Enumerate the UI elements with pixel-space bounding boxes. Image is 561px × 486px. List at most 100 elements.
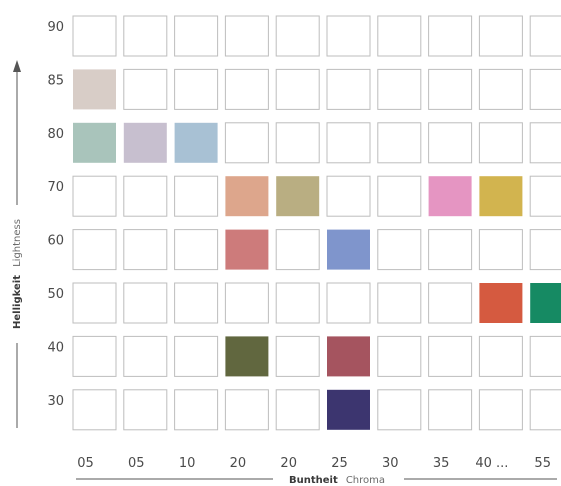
x-axis-title: Buntheit Chroma xyxy=(289,468,385,486)
empty-cell xyxy=(224,68,269,110)
color-swatch xyxy=(123,122,167,163)
color-swatch xyxy=(276,176,320,217)
empty-cell xyxy=(326,122,371,164)
color-swatch xyxy=(327,229,370,270)
empty-cell xyxy=(529,122,561,164)
empty-cell xyxy=(123,68,168,110)
empty-cell xyxy=(529,15,561,57)
x-tick-label: 40 ... xyxy=(475,456,508,471)
x-tick-label: 20 xyxy=(280,456,297,471)
empty-cell xyxy=(377,175,422,217)
y-axis-title-group: Helligkeit Lightness xyxy=(5,60,24,428)
empty-cell xyxy=(529,175,561,217)
empty-cell xyxy=(224,15,269,57)
empty-cell xyxy=(428,335,473,377)
y-tick-label: 85 xyxy=(47,73,64,88)
y-tick-label: 50 xyxy=(47,287,64,302)
y-tick-labels: 90 85 80 70 60 50 40 30 xyxy=(47,20,64,409)
x-axis-title-group: Buntheit Chroma xyxy=(76,468,557,486)
empty-cell xyxy=(275,68,320,110)
empty-cell xyxy=(326,282,371,324)
x-axis-title-de: Buntheit xyxy=(289,475,338,486)
empty-cell xyxy=(377,389,422,431)
empty-cell xyxy=(275,15,320,57)
empty-cell xyxy=(428,229,473,271)
empty-cell xyxy=(174,282,219,324)
empty-cell xyxy=(174,389,219,431)
empty-cell xyxy=(72,282,117,324)
empty-cell xyxy=(174,335,219,377)
x-tick-label: 30 xyxy=(382,456,399,471)
y-axis-title-en: Lightness xyxy=(12,219,23,267)
empty-cell xyxy=(428,122,473,164)
empty-cell xyxy=(478,229,523,271)
empty-cell xyxy=(377,282,422,324)
empty-cell xyxy=(275,389,320,431)
empty-cell xyxy=(72,335,117,377)
empty-cell xyxy=(123,229,168,271)
empty-cell xyxy=(72,389,117,431)
x-tick-label: 05 xyxy=(128,456,145,471)
x-tick-label: 35 xyxy=(433,456,450,471)
y-tick-label: 60 xyxy=(47,234,64,249)
empty-cell xyxy=(224,282,269,324)
color-swatch xyxy=(327,336,370,377)
empty-cell xyxy=(377,68,422,110)
color-swatch xyxy=(225,336,269,377)
y-axis-arrowhead xyxy=(13,60,21,72)
color-swatch xyxy=(530,283,561,323)
empty-cell xyxy=(377,15,422,57)
empty-cell xyxy=(478,122,523,164)
color-swatch xyxy=(225,176,269,217)
x-tick-label: 55 xyxy=(534,456,551,471)
empty-cell xyxy=(478,335,523,377)
x-tick-label: 05 xyxy=(77,456,94,471)
empty-cell xyxy=(478,68,523,110)
empty-cell xyxy=(174,68,219,110)
empty-cell xyxy=(123,282,168,324)
empty-cell xyxy=(72,229,117,271)
empty-cell xyxy=(529,229,561,271)
empty-cell xyxy=(428,282,473,324)
empty-cell xyxy=(224,122,269,164)
empty-cell xyxy=(275,122,320,164)
empty-cell xyxy=(275,282,320,324)
y-tick-label: 30 xyxy=(47,394,64,409)
y-axis-title-de: Helligkeit xyxy=(12,275,23,329)
empty-cell xyxy=(428,15,473,57)
x-tick-label: 25 xyxy=(331,456,348,471)
empty-cell xyxy=(428,68,473,110)
empty-cell xyxy=(529,335,561,377)
x-tick-label: 20 xyxy=(230,456,247,471)
empty-cell xyxy=(326,175,371,217)
empty-cell xyxy=(123,15,168,57)
y-tick-label: 90 xyxy=(47,20,64,35)
empty-cell xyxy=(377,335,422,377)
color-swatch xyxy=(327,389,370,430)
empty-cell xyxy=(174,229,219,271)
empty-cell xyxy=(428,389,473,431)
empty-cell xyxy=(174,175,219,217)
y-tick-label: 40 xyxy=(47,340,64,355)
empty-cell xyxy=(72,15,117,57)
y-axis-title: Helligkeit Lightness xyxy=(5,219,24,329)
color-swatch xyxy=(428,176,472,217)
color-swatch xyxy=(479,283,523,323)
empty-cell xyxy=(275,335,320,377)
empty-cell xyxy=(478,15,523,57)
empty-cell xyxy=(123,389,168,431)
x-tick-labels: 05 05 10 20 20 25 30 35 40 ... 55 xyxy=(77,456,551,471)
empty-cell xyxy=(123,175,168,217)
y-tick-label: 80 xyxy=(47,127,64,142)
empty-cell xyxy=(529,68,561,110)
cell-grid xyxy=(72,15,561,431)
color-swatch xyxy=(73,122,116,163)
empty-cell xyxy=(326,68,371,110)
empty-cell xyxy=(377,229,422,271)
color-swatch xyxy=(225,229,269,270)
empty-cell xyxy=(224,389,269,431)
empty-cell xyxy=(123,335,168,377)
empty-cell xyxy=(174,15,219,57)
y-tick-label: 70 xyxy=(47,180,64,195)
